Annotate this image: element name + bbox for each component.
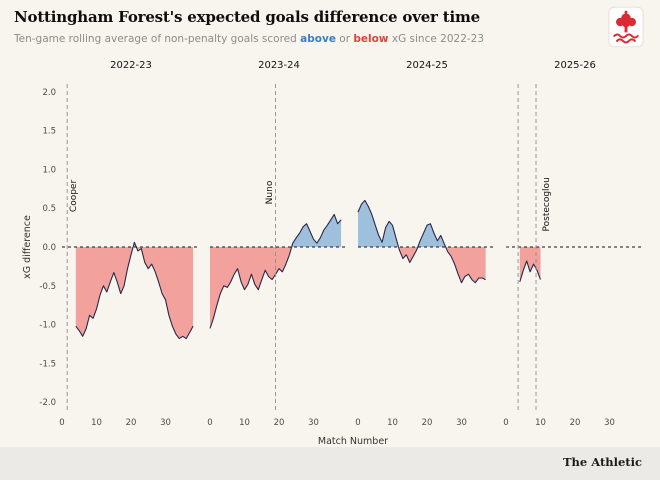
subtitle-text-1: Ten-game rolling average of non-penalty … bbox=[14, 33, 301, 45]
season-label: 2022-23 bbox=[110, 60, 152, 71]
y-tick-label: -1.5 bbox=[39, 359, 56, 369]
x-tick-label: 10 bbox=[387, 418, 398, 428]
x-tick-label: 30 bbox=[604, 418, 615, 428]
xg-diff-line bbox=[75, 241, 194, 340]
x-tick-label: 20 bbox=[570, 418, 581, 428]
page-title: Nottingham Forest's expected goals diffe… bbox=[14, 8, 481, 26]
x-tick-label: 10 bbox=[239, 418, 250, 428]
area-below-xg bbox=[519, 247, 541, 282]
chart-header: Nottingham Forest's expected goals diffe… bbox=[14, 8, 574, 45]
x-tick-label: 0 bbox=[59, 418, 64, 428]
manager-label: Postecoglou bbox=[542, 177, 552, 231]
x-tick-label: 20 bbox=[422, 418, 433, 428]
y-tick-label: -2.0 bbox=[39, 398, 56, 408]
y-tick-label: 1.5 bbox=[42, 127, 56, 137]
x-tick-label: 20 bbox=[274, 418, 285, 428]
subtitle-text-2: or bbox=[335, 33, 354, 45]
club-crest-icon bbox=[608, 6, 644, 48]
y-tick-label: 0.5 bbox=[42, 204, 56, 214]
area-below-xg bbox=[358, 247, 486, 283]
y-tick-label: 2.0 bbox=[42, 88, 56, 98]
area-above-xg bbox=[210, 214, 342, 247]
x-tick-label: 0 bbox=[355, 418, 360, 428]
y-tick-label: -0.5 bbox=[39, 282, 56, 292]
manager-label: Cooper bbox=[69, 180, 79, 213]
area-below-xg bbox=[210, 247, 342, 329]
subtitle-above-word: above bbox=[300, 33, 336, 45]
xg-diff-line bbox=[519, 260, 542, 283]
brand-wordmark: The Athletic bbox=[562, 455, 642, 469]
y-axis-title: xG difference bbox=[22, 215, 33, 279]
x-tick-label: 30 bbox=[308, 418, 319, 428]
x-tick-label: 30 bbox=[160, 418, 171, 428]
season-label: 2024-25 bbox=[406, 60, 448, 71]
manager-label: Nuno bbox=[265, 180, 275, 204]
subtitle-below-word: below bbox=[353, 33, 389, 45]
y-tick-label: 0.0 bbox=[42, 243, 56, 253]
chart-subtitle: Ten-game rolling average of non-penalty … bbox=[14, 33, 574, 45]
subtitle-text-3: xG since 2022-23 bbox=[388, 33, 485, 45]
area-below-xg bbox=[75, 247, 194, 339]
x-tick-label: 30 bbox=[456, 418, 467, 428]
x-tick-label: 10 bbox=[91, 418, 102, 428]
area-above-xg bbox=[75, 242, 194, 247]
y-tick-label: -1.0 bbox=[39, 321, 56, 331]
x-tick-label: 20 bbox=[126, 418, 137, 428]
x-tick-label: 10 bbox=[535, 418, 546, 428]
y-tick-label: 1.0 bbox=[42, 165, 56, 175]
season-label: 2023-24 bbox=[258, 60, 300, 71]
area-above-xg bbox=[358, 200, 486, 247]
footer-band: The Athletic bbox=[0, 447, 660, 480]
season-label: 2025-26 bbox=[554, 60, 596, 71]
xg-diff-line bbox=[357, 199, 486, 284]
x-axis-title: Match Number bbox=[318, 436, 388, 447]
x-tick-label: 0 bbox=[503, 418, 508, 428]
x-tick-label: 0 bbox=[207, 418, 212, 428]
